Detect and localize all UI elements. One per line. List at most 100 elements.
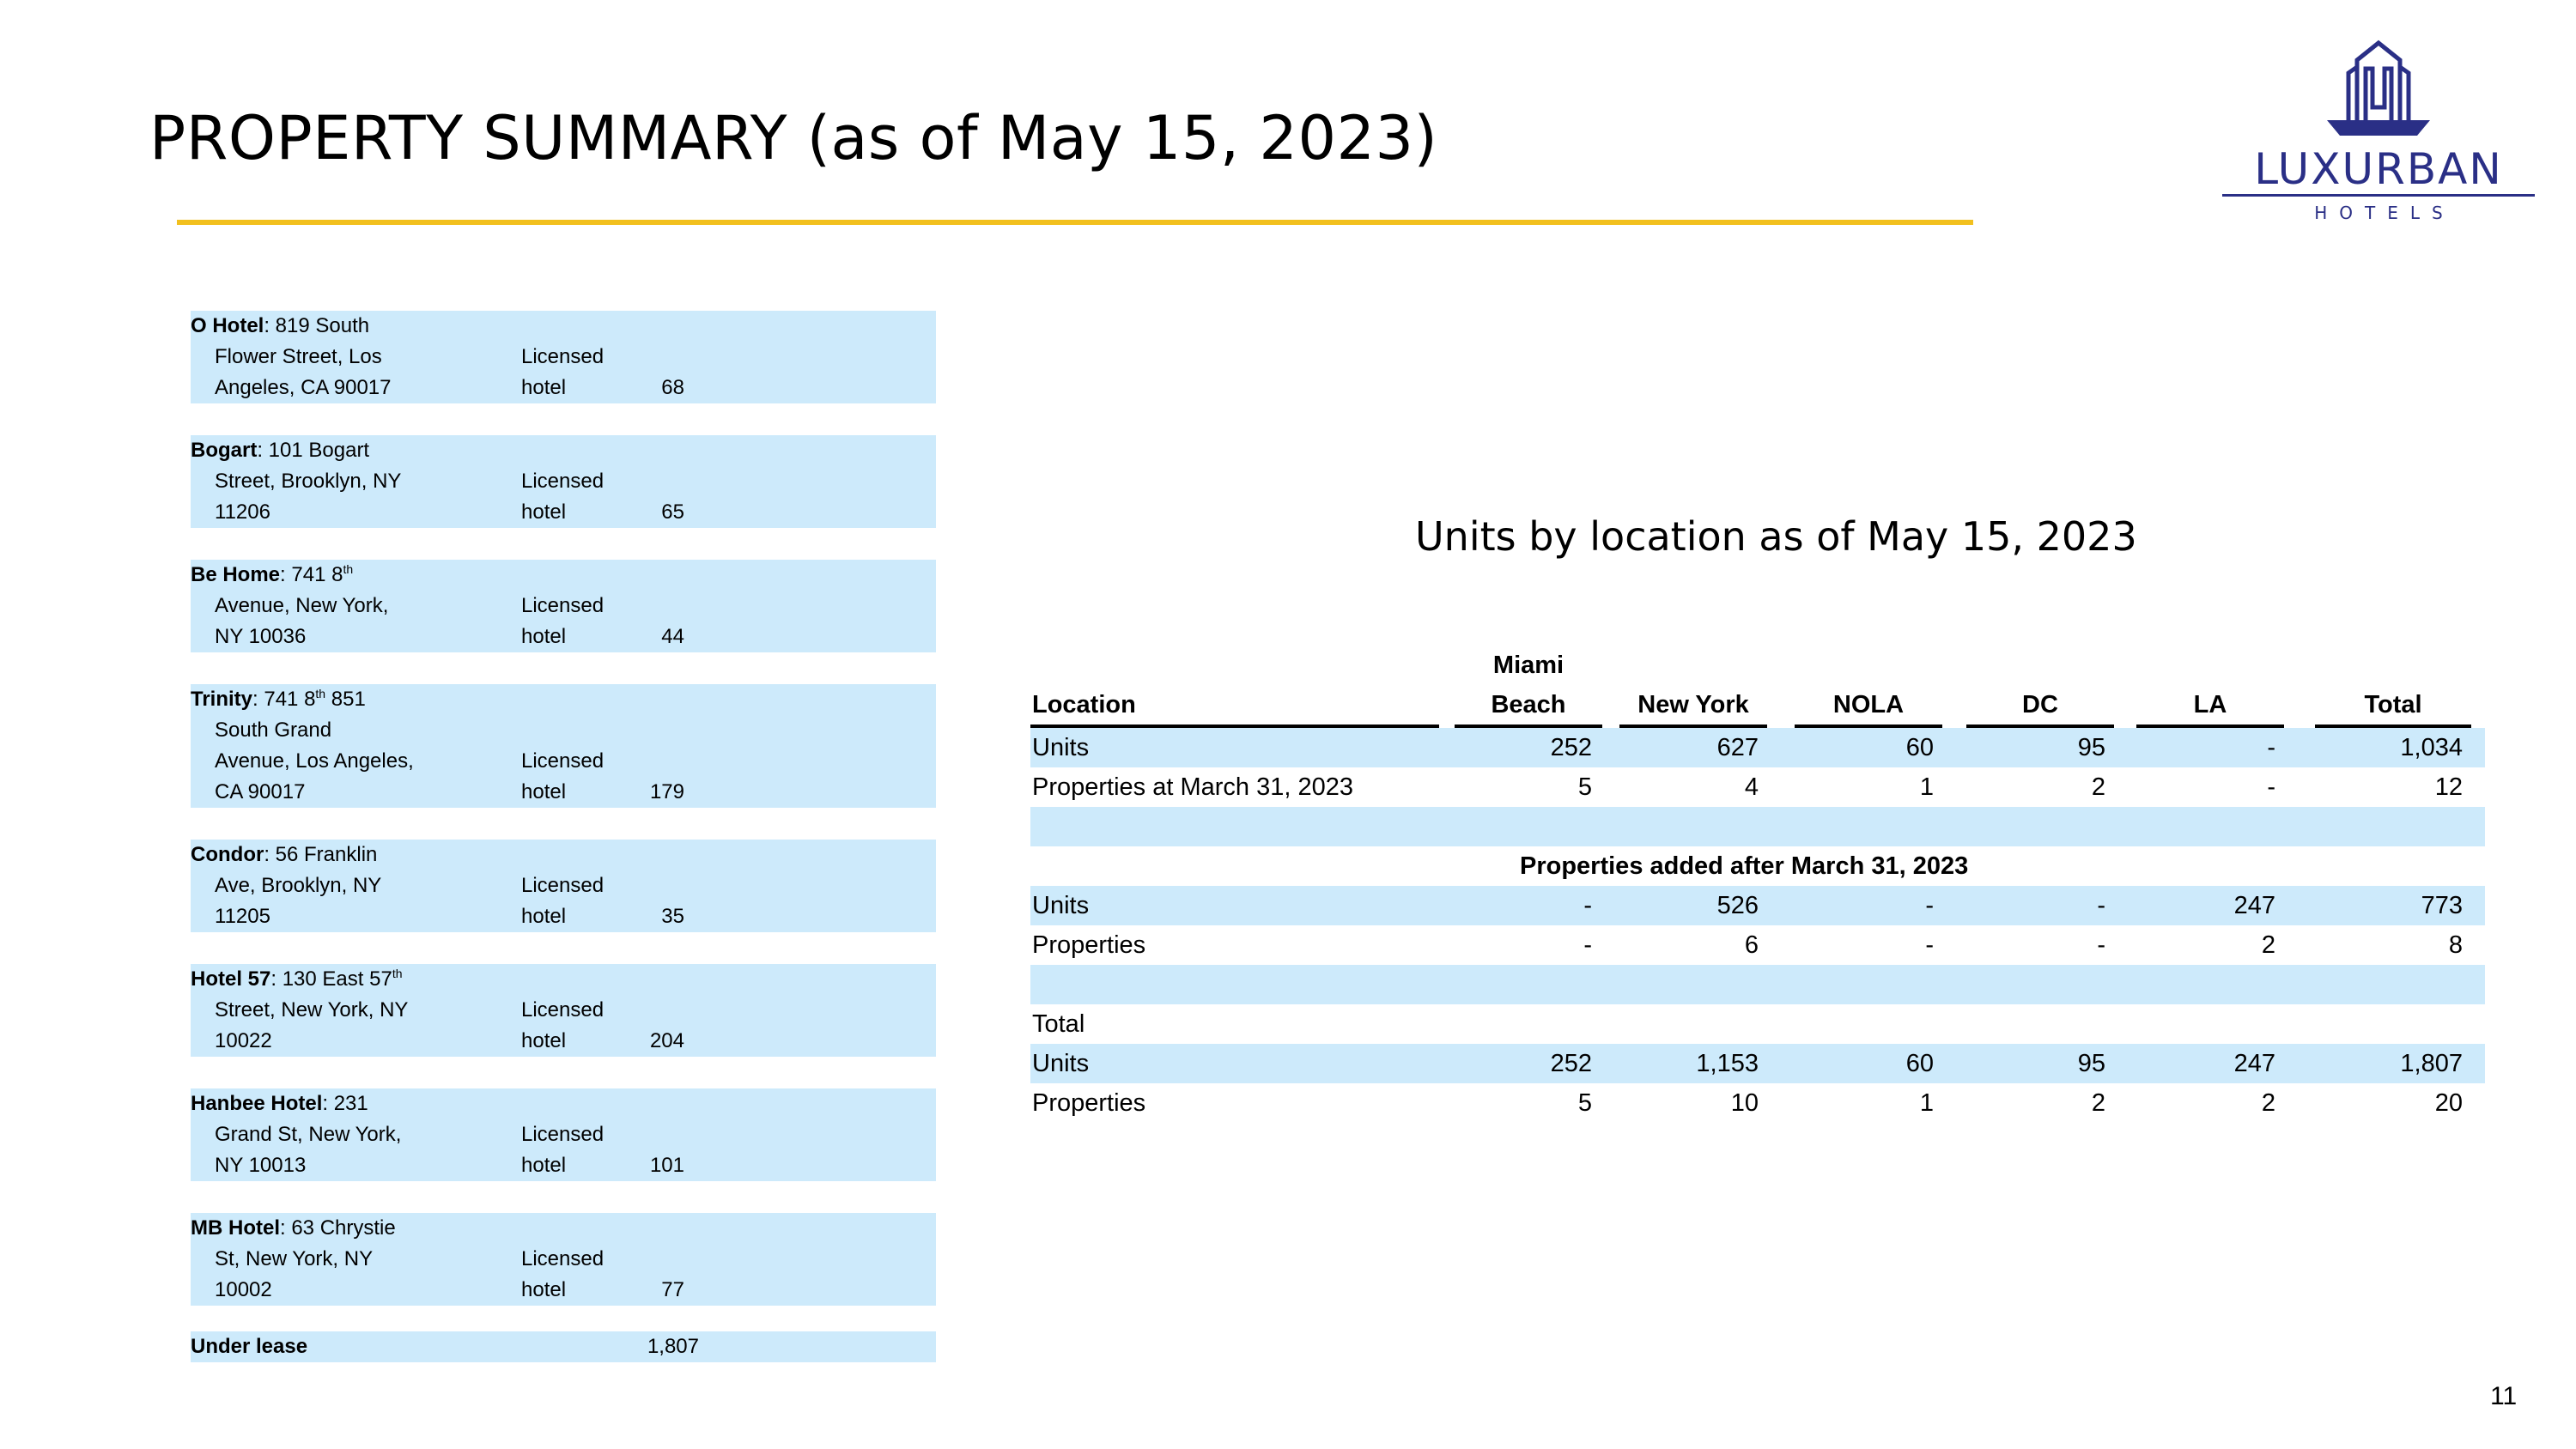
property-address: 11206: [215, 500, 270, 524]
row-label: Units: [1032, 1050, 1090, 1077]
table-section-heading: Properties added after March 31, 2023: [1030, 846, 2485, 886]
table-cell: 247: [2233, 1050, 2275, 1077]
row-label: Properties: [1032, 1089, 1146, 1117]
table-cell: 252: [1550, 734, 1592, 761]
table-cell: 1: [1919, 1089, 1934, 1117]
units-table-title: Units by location as of May 15, 2023: [1415, 513, 2137, 560]
page-number: 11: [2490, 1382, 2518, 1410]
table-cell: 95: [2077, 1050, 2105, 1077]
property-item: Be Home: 741 8th Avenue, New York, Licens…: [191, 560, 936, 652]
property-status: hotel: [521, 500, 567, 524]
table-cell: -: [2097, 892, 2105, 919]
property-name: Hanbee Hotel: [191, 1092, 323, 1115]
property-address: : 101 Bogart: [257, 439, 370, 462]
property-address: 10022: [215, 1029, 272, 1052]
property-item: Bogart: 101 Bogart Street, Brooklyn, NY L…: [191, 435, 936, 528]
row-label: Properties at March 31, 2023: [1032, 773, 1353, 801]
property-status: Licensed: [521, 1123, 605, 1146]
property-address: NY 10013: [215, 1154, 307, 1177]
property-address: Grand St, New York,: [215, 1123, 402, 1146]
luxurban-tower-logo-icon: [2327, 39, 2430, 136]
property-name: Bogart: [191, 439, 258, 462]
column-header-new-york: New York: [1637, 691, 1749, 718]
property-address: Avenue, New York,: [215, 594, 389, 617]
table-row: Properties - 6 - - 2 8: [1030, 925, 2485, 965]
property-status: Licensed: [521, 749, 605, 773]
table-cell: 773: [2421, 892, 2463, 919]
table-cell: -: [2267, 734, 2275, 761]
table-row: Units 252 1,153 60 95 247 1,807: [1030, 1044, 2485, 1083]
table-cell: -: [2267, 773, 2275, 801]
row-label: Units: [1032, 734, 1090, 761]
property-address: Street, Brooklyn, NY: [215, 470, 402, 493]
table-spacer-row: [1030, 965, 2485, 1004]
logo-brand-text: LUXURBAN: [2254, 144, 2503, 194]
property-name: Condor: [191, 843, 264, 866]
property-units: 179: [649, 780, 684, 803]
property-item: Condor: 56 Franklin Ave, Brooklyn, NY Lic…: [191, 840, 936, 932]
property-address: St, New York, NY: [215, 1247, 374, 1270]
property-address: Avenue, Los Angeles,: [215, 749, 414, 773]
table-cell: 6: [1744, 931, 1759, 959]
column-header-nola: NOLA: [1832, 691, 1905, 718]
table-cell: 627: [1716, 734, 1759, 761]
property-address: Angeles, CA 90017: [215, 376, 392, 399]
property-name: MB Hotel: [191, 1216, 280, 1240]
property-status: Licensed: [521, 874, 605, 897]
table-cell: -: [1925, 931, 1934, 959]
table-row: Properties at March 31, 2023 5 4 1 2 - 1…: [1030, 767, 2485, 807]
property-item: O Hotel: 819 South Flower Street, Los Lic…: [191, 311, 936, 403]
property-address: : 741 8: [252, 688, 316, 711]
row-label: Properties: [1032, 931, 1146, 959]
property-name: Be Home: [191, 563, 281, 586]
property-address: Flower Street, Los: [215, 345, 382, 368]
title-underline: [177, 220, 1973, 225]
table-cell: 4: [1744, 773, 1759, 801]
property-units: 68: [661, 376, 684, 399]
page-title: PROPERTY SUMMARY (as of May 15, 2023): [149, 103, 1438, 173]
property-address: CA 90017: [215, 780, 306, 803]
table-row: Total: [1030, 1004, 2485, 1044]
company-logo: LUXURBAN HOTELS: [2215, 34, 2542, 232]
property-status: hotel: [521, 1278, 567, 1301]
table-cell: 5: [1577, 1089, 1592, 1117]
units-table-header: Location Miami Beach New York NOLA DC LA…: [1030, 649, 2485, 728]
property-units: 77: [661, 1278, 684, 1301]
table-cell: 1,034: [2400, 734, 2463, 761]
property-status: hotel: [521, 625, 567, 648]
property-name: O Hotel: [191, 314, 264, 337]
table-cell: 60: [1905, 1050, 1934, 1077]
table-cell: -: [2097, 931, 2105, 959]
logo-rule: [2222, 194, 2535, 197]
property-item: Hotel 57: 130 East 57th Street, New York…: [191, 964, 936, 1057]
property-address: : 231: [322, 1092, 368, 1115]
property-address: : 56 Franklin: [264, 843, 378, 866]
property-address: South Grand: [215, 718, 332, 742]
property-address-sup: th: [315, 687, 326, 700]
table-cell: 10: [1730, 1089, 1759, 1117]
property-units: 44: [661, 625, 684, 648]
table-cell: -: [1583, 892, 1592, 919]
section-heading-text: Properties added after March 31, 2023: [1520, 852, 1969, 880]
property-address: 11205: [215, 905, 270, 928]
column-header-total: Total: [2364, 691, 2422, 718]
property-address: Street, New York, NY: [215, 998, 409, 1022]
table-cell: 247: [2233, 892, 2275, 919]
property-status: hotel: [521, 1029, 567, 1052]
property-address: Ave, Brooklyn, NY: [215, 874, 382, 897]
table-cell: 8: [2448, 931, 2463, 959]
column-header-miami-bottom: Beach: [1491, 691, 1566, 718]
property-address-sup: th: [343, 562, 354, 576]
property-address: 851: [325, 688, 366, 711]
property-units: 101: [649, 1154, 684, 1177]
column-header-location: Location: [1032, 691, 1136, 718]
property-address: NY 10036: [215, 625, 307, 648]
property-item: Hanbee Hotel: 231 Grand St, New York, Lic…: [191, 1088, 936, 1181]
property-status: Licensed: [521, 1247, 605, 1270]
table-cell: 2: [2091, 1089, 2105, 1117]
table-row: Units 252 627 60 95 - 1,034: [1030, 728, 2485, 767]
property-units: 35: [661, 905, 684, 928]
property-list: O Hotel: 819 South Flower Street, Los Lic…: [191, 311, 936, 1337]
property-item: Trinity: 741 8th 851 South Grand Avenue,…: [191, 684, 936, 808]
table-cell: 1,153: [1696, 1050, 1759, 1077]
